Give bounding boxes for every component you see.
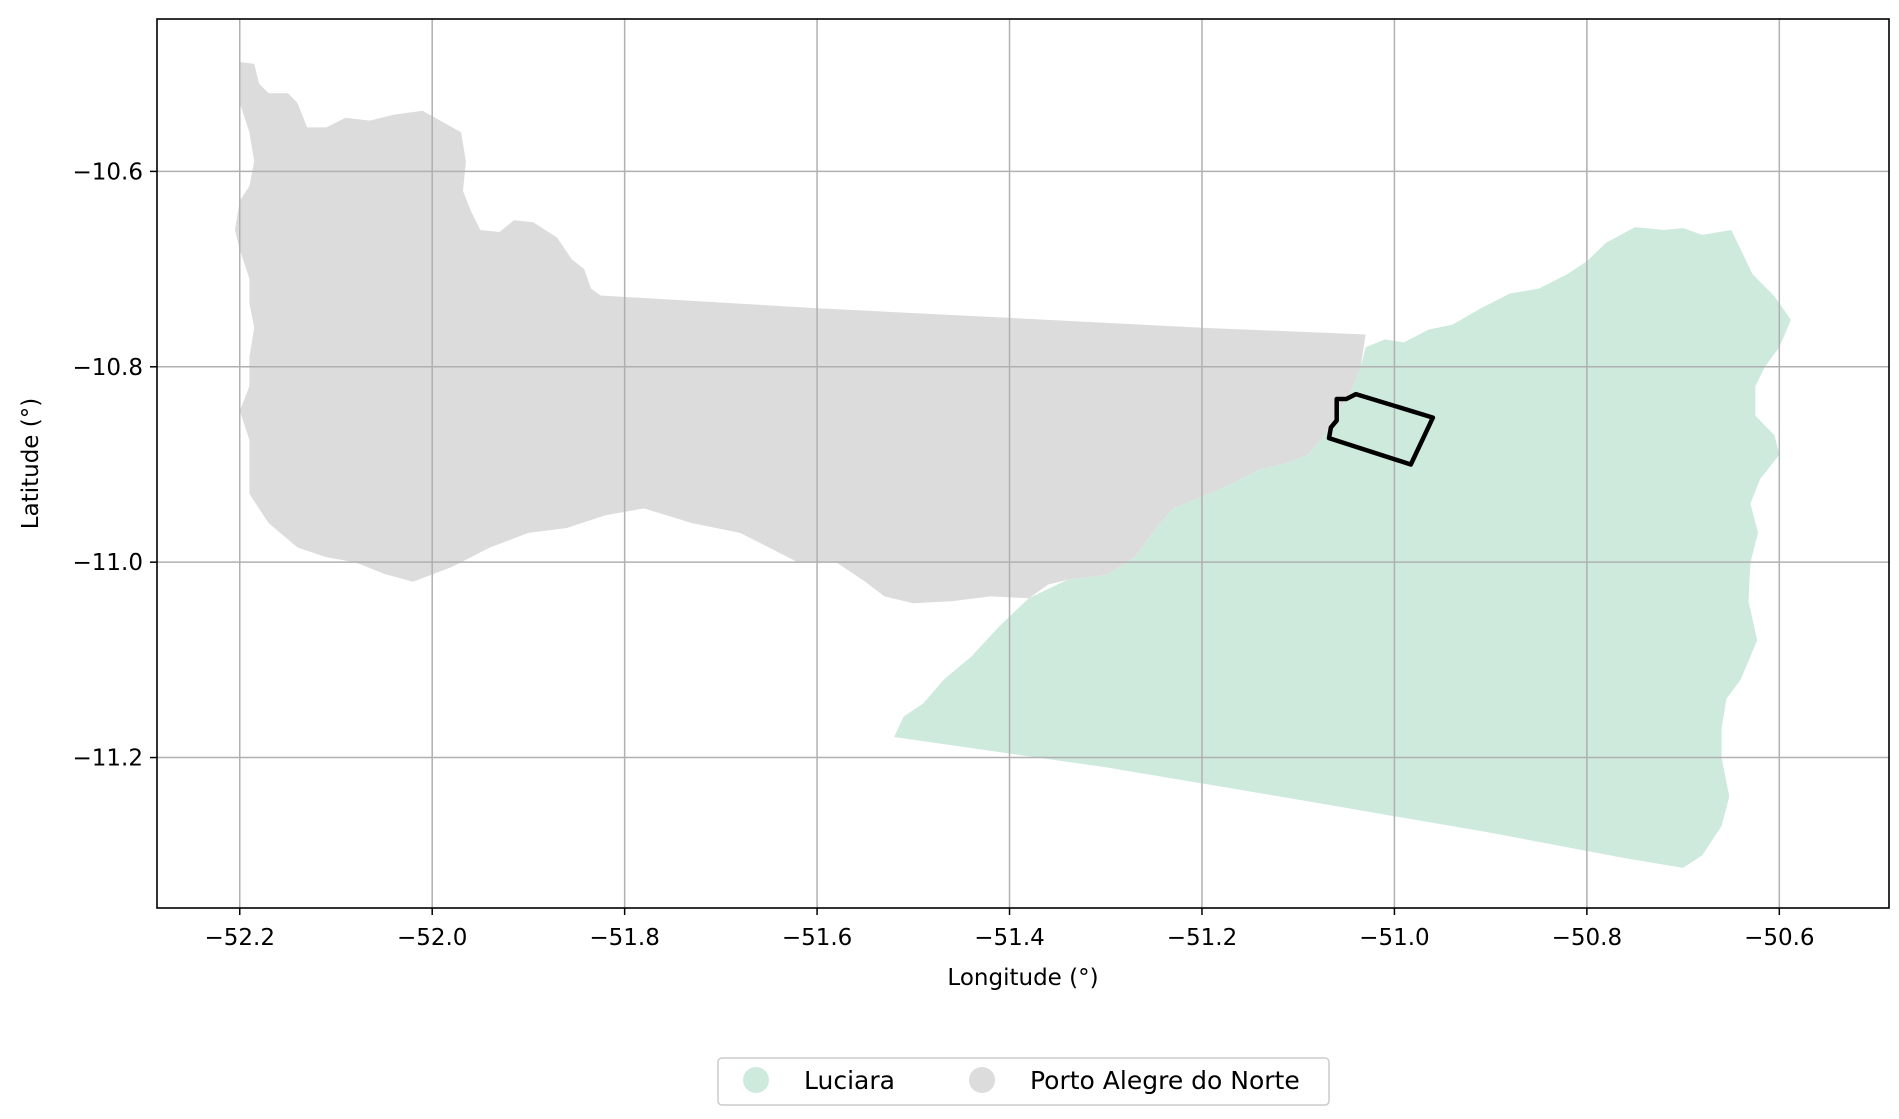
x-axis-label: Longitude (°)	[947, 965, 1098, 991]
y-tick-label: −10.6	[73, 159, 143, 185]
axes-frame	[156, 18, 1890, 909]
y-axis-label: Latitude (°)	[18, 398, 44, 529]
x-tick-label: −50.6	[1744, 925, 1814, 951]
legend-box	[717, 1057, 1330, 1106]
regions-layer	[234, 62, 1791, 868]
x-tick-label: −51.8	[589, 925, 659, 951]
region-luciara	[894, 227, 1791, 868]
x-tick-label: −50.8	[1552, 925, 1622, 951]
x-tick-label: −52.0	[397, 925, 467, 951]
legend-marker-porto-alegre-do-norte	[969, 1067, 995, 1093]
legend-label-porto-alegre-do-norte: Porto Alegre do Norte	[1030, 1066, 1300, 1095]
grid-layer	[157, 19, 1889, 908]
x-tick-label: −52.2	[205, 925, 275, 951]
region-porto-alegre-do-norte	[234, 62, 1366, 604]
legend: Luciara Porto Alegre do Norte	[717, 1057, 1330, 1106]
legend-marker-luciara	[743, 1067, 769, 1093]
x-tick-label: −51.6	[782, 925, 852, 951]
highlight-outline	[1326, 391, 1436, 467]
outline-layer	[1326, 391, 1436, 467]
x-tick-label: −51.0	[1359, 925, 1429, 951]
y-tick-label: −11.2	[73, 746, 143, 772]
x-tick-label: −51.4	[974, 925, 1044, 951]
legend-label-luciara: Luciara	[804, 1066, 895, 1095]
ticks-layer: −52.2 −52.0 −51.8 −51.6 −51.4 −51.2 −51.0 −50.8…	[73, 159, 1815, 951]
y-tick-label: −10.8	[73, 355, 143, 381]
x-tick-label: −51.2	[1167, 925, 1237, 951]
y-tick-label: −11.0	[73, 550, 143, 576]
